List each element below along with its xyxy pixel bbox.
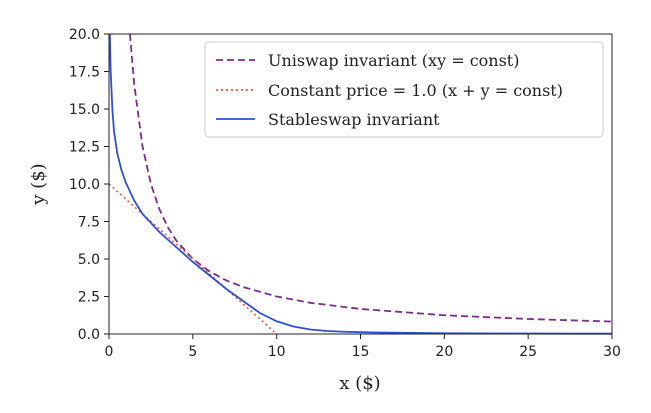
x-axis-title: x ($) (339, 373, 380, 394)
axes-layer: 0 5 10 15 20 25 30 0.0 2.5 5.0 7.5 10.0 12.5 15.0 17.5… (69, 27, 621, 360)
y-tick-label-2: 5.0 (78, 252, 100, 268)
y-tick-label-8: 20.0 (69, 27, 100, 43)
x-tick-label-6: 30 (603, 344, 621, 360)
x-tick-label-0: 0 (105, 344, 114, 360)
x-tick-label-1: 5 (188, 344, 197, 360)
y-tick-label-6: 15.0 (69, 102, 100, 118)
y-tick-label-3: 7.5 (78, 215, 100, 231)
x-tick-label-3: 15 (352, 344, 370, 360)
y-axis-title: y ($) (28, 163, 49, 205)
y-tick-label-7: 17.5 (69, 65, 100, 81)
legend-label-constant-price: Constant price = 1.0 (x + y = const) (268, 81, 563, 100)
x-tick-label-4: 20 (435, 344, 453, 360)
legend-label-uniswap: Uniswap invariant (xy = const) (268, 51, 519, 70)
legend-box (204, 41, 604, 138)
y-tick-label-1: 2.5 (78, 290, 100, 306)
legend: Uniswap invariant (xy = const) Constant … (204, 41, 604, 138)
x-tick-label-5: 25 (519, 344, 537, 360)
series-layer (108, 33, 613, 335)
y-tick-label-5: 12.5 (69, 140, 100, 156)
series-line-0 (129, 33, 613, 323)
x-tick-label-2: 10 (268, 344, 286, 360)
legend-label-stableswap: Stableswap invariant (268, 110, 440, 129)
y-tick-label-4: 10.0 (69, 177, 100, 193)
y-tick-label-0: 0.0 (78, 327, 100, 343)
series-line-2 (108, 33, 612, 335)
